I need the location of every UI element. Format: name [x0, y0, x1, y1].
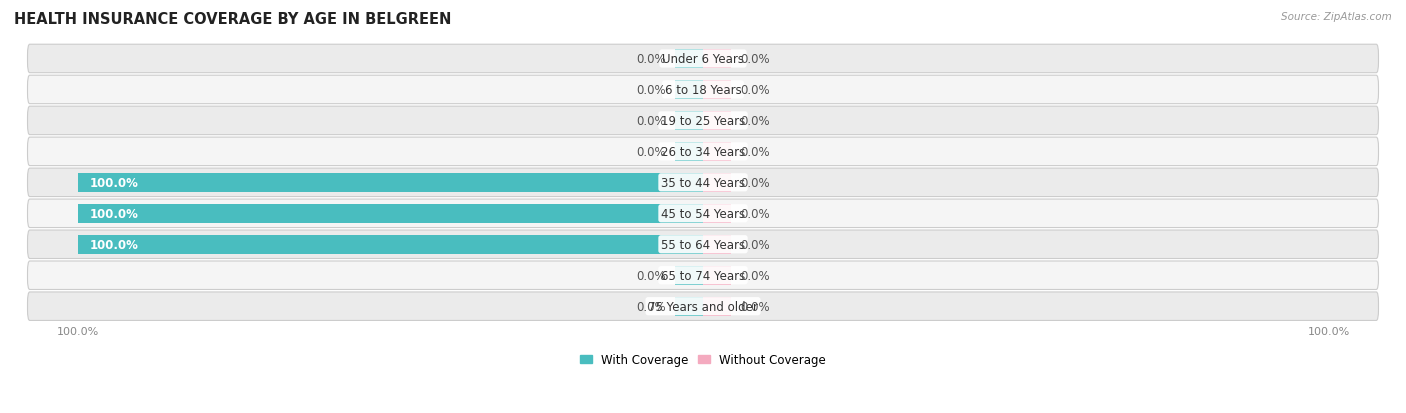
FancyBboxPatch shape: [28, 199, 1378, 228]
Text: 0.0%: 0.0%: [636, 53, 665, 66]
FancyBboxPatch shape: [28, 107, 1378, 135]
Text: HEALTH INSURANCE COVERAGE BY AGE IN BELGREEN: HEALTH INSURANCE COVERAGE BY AGE IN BELG…: [14, 12, 451, 27]
Text: 65 to 74 Years: 65 to 74 Years: [661, 269, 745, 282]
FancyBboxPatch shape: [28, 76, 1378, 104]
FancyBboxPatch shape: [28, 261, 1378, 290]
Bar: [703, 81, 731, 100]
Text: 0.0%: 0.0%: [636, 300, 665, 313]
Text: 55 to 64 Years: 55 to 64 Years: [661, 238, 745, 251]
Text: 100.0%: 100.0%: [90, 176, 139, 190]
Bar: [675, 112, 703, 131]
Text: 0.0%: 0.0%: [741, 269, 770, 282]
Text: 100.0%: 100.0%: [90, 207, 139, 220]
Text: 0.0%: 0.0%: [741, 145, 770, 159]
Legend: With Coverage, Without Coverage: With Coverage, Without Coverage: [579, 353, 827, 366]
Bar: [703, 297, 731, 316]
Bar: [703, 173, 731, 192]
Bar: [703, 235, 731, 254]
Text: Under 6 Years: Under 6 Years: [662, 53, 744, 66]
Text: 0.0%: 0.0%: [636, 269, 665, 282]
Bar: [703, 142, 731, 161]
Text: 0.0%: 0.0%: [741, 53, 770, 66]
Bar: [675, 50, 703, 69]
Bar: [675, 81, 703, 100]
Text: 45 to 54 Years: 45 to 54 Years: [661, 207, 745, 220]
Bar: [675, 266, 703, 285]
Text: 0.0%: 0.0%: [741, 300, 770, 313]
Bar: [675, 297, 703, 316]
Bar: [703, 266, 731, 285]
Bar: [703, 50, 731, 69]
Text: 0.0%: 0.0%: [741, 176, 770, 190]
Text: 6 to 18 Years: 6 to 18 Years: [665, 84, 741, 97]
Bar: [675, 142, 703, 161]
Bar: [77, 204, 703, 223]
FancyBboxPatch shape: [28, 230, 1378, 259]
Bar: [77, 173, 703, 192]
Text: 0.0%: 0.0%: [741, 84, 770, 97]
Text: 100.0%: 100.0%: [90, 238, 139, 251]
Text: 35 to 44 Years: 35 to 44 Years: [661, 176, 745, 190]
Text: 0.0%: 0.0%: [636, 115, 665, 128]
Text: Source: ZipAtlas.com: Source: ZipAtlas.com: [1281, 12, 1392, 22]
Bar: [77, 235, 703, 254]
Text: 75 Years and older: 75 Years and older: [648, 300, 758, 313]
Text: 0.0%: 0.0%: [741, 207, 770, 220]
Text: 0.0%: 0.0%: [741, 238, 770, 251]
Bar: [703, 204, 731, 223]
FancyBboxPatch shape: [28, 169, 1378, 197]
Text: 19 to 25 Years: 19 to 25 Years: [661, 115, 745, 128]
Text: 0.0%: 0.0%: [636, 84, 665, 97]
FancyBboxPatch shape: [28, 45, 1378, 74]
Text: 0.0%: 0.0%: [636, 145, 665, 159]
Text: 26 to 34 Years: 26 to 34 Years: [661, 145, 745, 159]
Bar: [703, 112, 731, 131]
FancyBboxPatch shape: [28, 138, 1378, 166]
Text: 0.0%: 0.0%: [741, 115, 770, 128]
FancyBboxPatch shape: [28, 292, 1378, 320]
